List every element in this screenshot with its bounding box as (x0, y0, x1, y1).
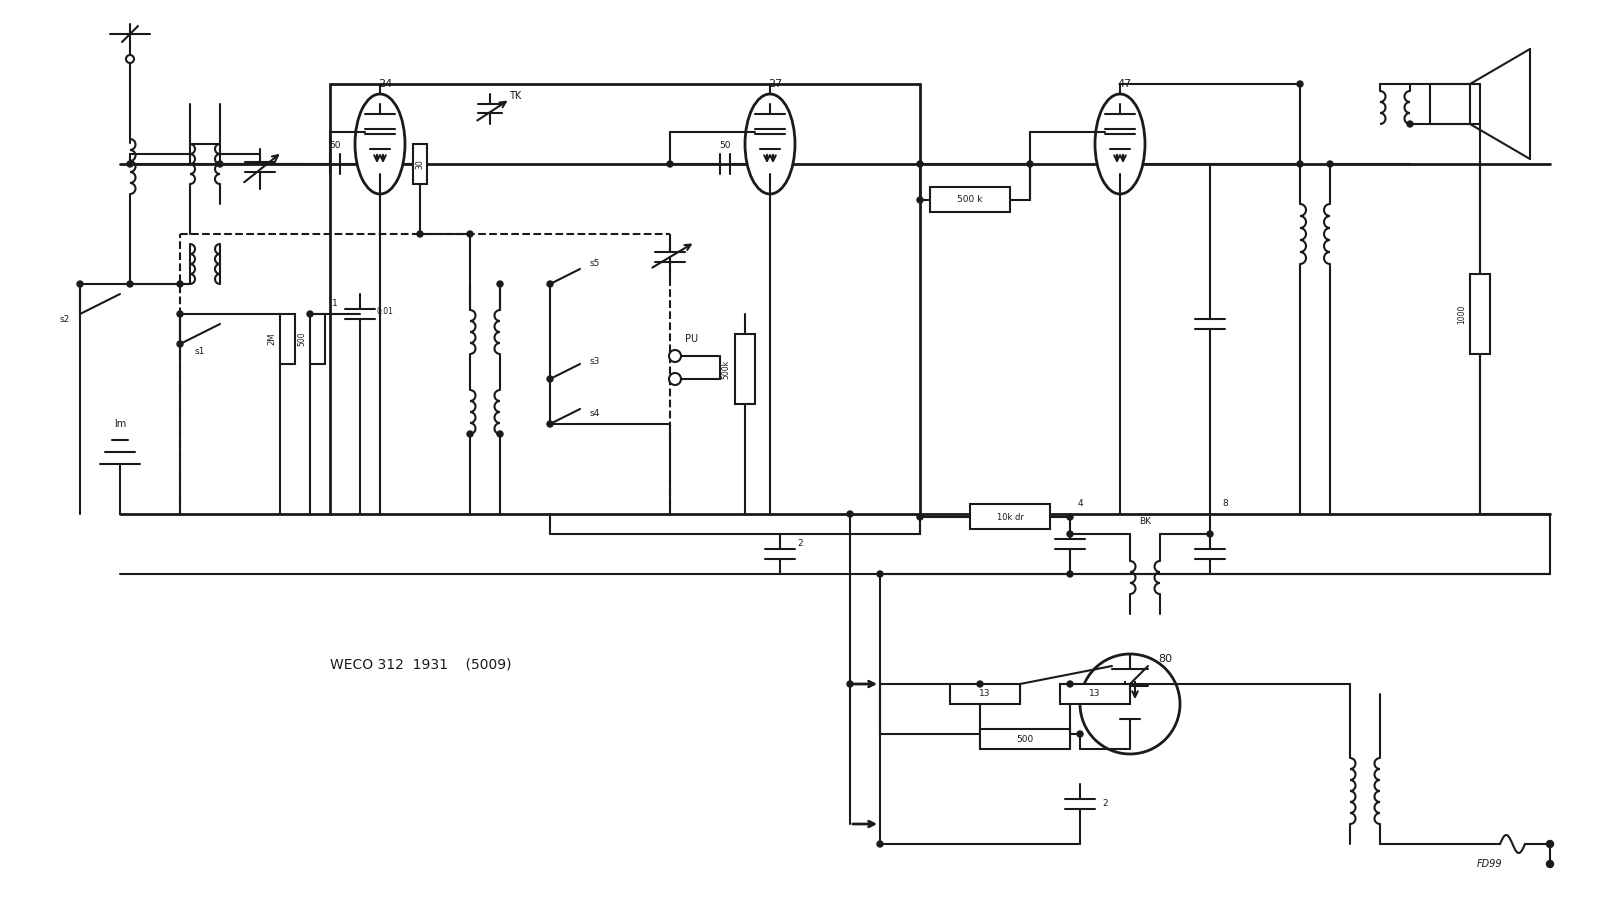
Circle shape (1077, 731, 1083, 737)
Text: 500 k: 500 k (957, 196, 982, 205)
Circle shape (978, 681, 982, 687)
Text: 80: 80 (1158, 654, 1173, 664)
Circle shape (917, 197, 923, 203)
Text: 50: 50 (330, 142, 341, 151)
Bar (950, 684, 1021, 704)
Circle shape (77, 281, 83, 287)
Bar (1470, 274, 1490, 354)
Circle shape (547, 376, 554, 382)
Circle shape (1067, 531, 1074, 537)
Circle shape (418, 231, 422, 237)
Circle shape (917, 161, 923, 167)
Circle shape (126, 161, 133, 167)
Text: 0.01: 0.01 (376, 307, 394, 316)
Text: FD99: FD99 (1477, 859, 1502, 869)
Text: 2: 2 (1102, 800, 1107, 809)
Circle shape (178, 311, 182, 317)
Text: 4: 4 (1077, 499, 1083, 508)
Circle shape (877, 571, 883, 577)
Circle shape (178, 341, 182, 347)
Circle shape (1326, 161, 1333, 167)
Text: 500k: 500k (722, 359, 731, 378)
Text: 500: 500 (1016, 735, 1034, 743)
Circle shape (1406, 121, 1413, 127)
Circle shape (1547, 860, 1554, 867)
Text: 1000: 1000 (1458, 304, 1467, 324)
Circle shape (1206, 531, 1213, 537)
Ellipse shape (746, 94, 795, 194)
Text: s3: s3 (590, 357, 600, 367)
Circle shape (917, 514, 923, 520)
Circle shape (126, 281, 133, 287)
Text: 47: 47 (1118, 79, 1133, 89)
Text: 30: 30 (416, 159, 424, 169)
Text: lm: lm (114, 419, 126, 429)
Circle shape (1067, 571, 1074, 577)
Text: s4: s4 (590, 409, 600, 419)
Text: BK: BK (1139, 517, 1150, 526)
Circle shape (877, 841, 883, 847)
Circle shape (547, 421, 554, 427)
Circle shape (178, 281, 182, 287)
Circle shape (547, 281, 554, 287)
Bar (310, 314, 325, 364)
Text: TK: TK (509, 91, 522, 101)
Bar (970, 504, 1050, 529)
Text: 24: 24 (378, 79, 392, 89)
Bar (734, 334, 755, 404)
Circle shape (498, 431, 502, 437)
Circle shape (846, 511, 853, 517)
Text: 2: 2 (797, 539, 803, 548)
Text: 13: 13 (1090, 689, 1101, 698)
Text: 2M: 2M (267, 333, 277, 345)
Circle shape (307, 311, 314, 317)
Ellipse shape (1094, 94, 1146, 194)
Text: PU: PU (685, 334, 698, 344)
Text: 27: 27 (768, 79, 782, 89)
Circle shape (126, 55, 134, 63)
Circle shape (498, 281, 502, 287)
Text: s1: s1 (195, 347, 205, 356)
Circle shape (467, 431, 474, 437)
Bar (930, 187, 1010, 212)
Circle shape (467, 231, 474, 237)
Text: 1: 1 (333, 300, 338, 309)
Circle shape (1547, 841, 1554, 847)
Circle shape (846, 681, 853, 687)
Bar (413, 144, 427, 184)
Bar (280, 314, 294, 364)
Bar (1059, 684, 1130, 704)
Text: s5: s5 (590, 260, 600, 269)
Text: 10k dr: 10k dr (997, 513, 1024, 522)
Text: 50: 50 (720, 142, 731, 151)
Circle shape (218, 161, 222, 167)
Circle shape (669, 350, 682, 362)
Circle shape (669, 373, 682, 385)
Text: WECO 312  1931    (5009): WECO 312 1931 (5009) (330, 657, 512, 671)
Circle shape (1027, 161, 1034, 167)
Circle shape (667, 161, 674, 167)
Text: s2: s2 (59, 314, 70, 324)
Text: 13: 13 (979, 689, 990, 698)
Circle shape (1298, 161, 1302, 167)
Text: 500: 500 (298, 332, 307, 346)
Circle shape (1298, 81, 1302, 87)
Circle shape (1067, 681, 1074, 687)
Text: 8: 8 (1222, 499, 1227, 508)
Ellipse shape (355, 94, 405, 194)
Bar (979, 729, 1070, 749)
Circle shape (1067, 514, 1074, 520)
